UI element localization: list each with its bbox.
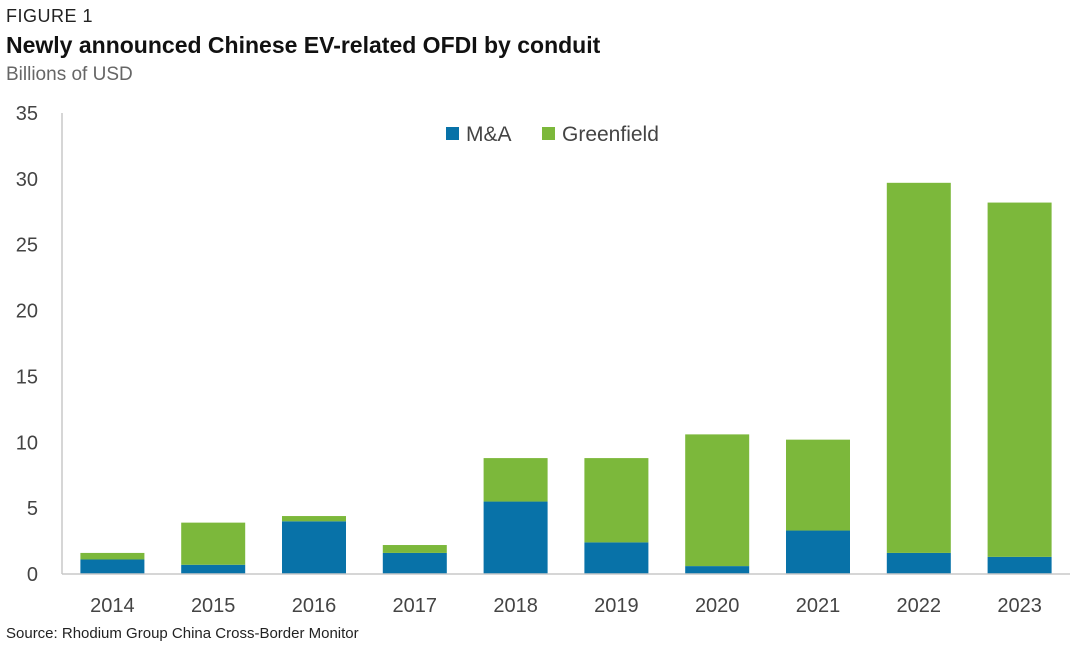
- legend-swatch-m-a: [446, 127, 459, 140]
- chart-subtitle: Billions of USD: [6, 64, 133, 85]
- legend-swatch-greenfield: [542, 127, 555, 140]
- bar-greenfield-2016: [282, 516, 346, 522]
- x-tick-label: 2019: [594, 595, 639, 617]
- bar-m-a-2020: [685, 566, 750, 574]
- x-tick-label: 2022: [897, 595, 942, 617]
- legend-label-m-a: M&A: [466, 123, 512, 146]
- x-tick-label: 2016: [292, 595, 337, 617]
- bar-greenfield-2023: [987, 202, 1052, 557]
- figure-label: FIGURE 1: [6, 6, 94, 26]
- y-tick-label: 35: [16, 103, 38, 125]
- bar-greenfield-2018: [483, 458, 548, 502]
- legend: M&A Greenfield: [446, 123, 659, 146]
- chart-title: Newly announced Chinese EV-related OFDI …: [6, 32, 601, 58]
- y-tick-label: 20: [16, 301, 38, 323]
- bar-m-a-2022: [886, 552, 951, 574]
- y-axis: 0 5 10 15 20 25 30 35: [16, 103, 63, 586]
- y-tick-label: 0: [27, 564, 38, 586]
- bar-greenfield-2022: [886, 182, 951, 553]
- y-tick-label: 5: [27, 498, 38, 520]
- x-tick-label: 2015: [191, 595, 236, 617]
- x-tick-label: 2023: [997, 595, 1042, 617]
- bar-m-a-2023: [987, 556, 1052, 574]
- bar-greenfield-2017: [382, 545, 447, 553]
- bar-m-a-2018: [483, 501, 548, 574]
- bar-greenfield-2014: [80, 552, 145, 560]
- x-tick-label: 2021: [796, 595, 841, 617]
- y-tick-label: 15: [16, 366, 38, 388]
- bars-group: [80, 182, 1052, 574]
- bar-greenfield-2020: [685, 434, 750, 567]
- y-tick-label: 30: [16, 169, 38, 191]
- source-note: Source: Rhodium Group China Cross-Border…: [6, 625, 359, 642]
- x-tick-label: 2017: [393, 595, 438, 617]
- x-tick-label: 2014: [90, 595, 135, 617]
- bar-m-a-2014: [80, 559, 145, 574]
- x-axis: 2014 2015 2016 2017 2018 2019 2020 2021 2022 2023: [62, 573, 1070, 617]
- y-tick-label: 10: [16, 432, 38, 454]
- legend-label-greenfield: Greenfield: [562, 123, 659, 146]
- bar-m-a-2019: [584, 542, 649, 574]
- x-tick-label: 2020: [695, 595, 740, 617]
- bar-greenfield-2021: [786, 439, 850, 531]
- y-tick-label: 25: [16, 235, 38, 257]
- x-tick-label: 2018: [493, 595, 538, 617]
- bar-m-a-2017: [382, 552, 447, 574]
- bar-m-a-2016: [282, 521, 346, 574]
- bar-greenfield-2019: [584, 458, 649, 543]
- bar-greenfield-2015: [181, 522, 246, 565]
- bar-m-a-2021: [786, 530, 850, 574]
- bar-m-a-2015: [181, 564, 246, 574]
